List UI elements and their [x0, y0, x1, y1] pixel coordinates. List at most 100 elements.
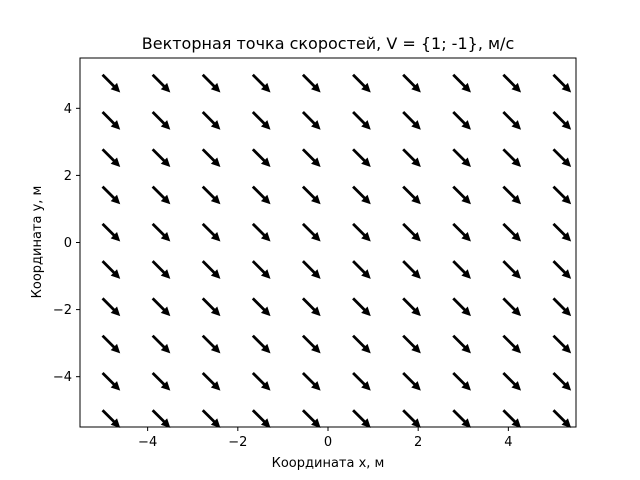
y-tick-label: 2 — [64, 169, 72, 184]
vector-arrow — [352, 223, 371, 242]
vector-arrow — [552, 148, 571, 167]
vector-arrow — [552, 335, 571, 354]
vector-arrow — [302, 223, 321, 242]
vector-arrow — [402, 148, 421, 167]
vector-arrow — [352, 74, 371, 93]
vector-arrow — [502, 409, 521, 428]
x-tick-label: −2 — [228, 435, 247, 450]
x-tick-label: 2 — [414, 435, 422, 450]
vector-arrow — [202, 111, 221, 130]
vector-arrow — [102, 186, 121, 205]
vector-arrow — [452, 111, 471, 130]
vector-arrow — [302, 335, 321, 354]
vector-arrow — [402, 223, 421, 242]
vector-arrow — [252, 148, 271, 167]
vector-arrow — [152, 260, 171, 279]
x-tick-label: 4 — [504, 435, 512, 450]
vector-arrow — [252, 335, 271, 354]
vector-arrow — [152, 297, 171, 316]
y-axis-label: Координата y, м — [30, 186, 45, 299]
vector-arrow — [552, 186, 571, 205]
vector-arrow — [452, 223, 471, 242]
vector-arrow — [202, 148, 221, 167]
y-axis: −4 −2 0 2 4 — [53, 102, 80, 385]
vector-arrow — [102, 223, 121, 242]
vector-arrow — [452, 260, 471, 279]
vector-arrow — [552, 372, 571, 391]
vector-arrow — [252, 372, 271, 391]
vector-arrow — [402, 335, 421, 354]
vector-arrow — [402, 372, 421, 391]
vector-arrow — [452, 297, 471, 316]
y-tick-label: −4 — [53, 370, 72, 385]
vector-arrow — [402, 260, 421, 279]
vector-arrow — [152, 148, 171, 167]
vector-arrow — [552, 223, 571, 242]
vector-arrow — [552, 260, 571, 279]
vector-arrow — [102, 335, 121, 354]
vector-arrow — [152, 186, 171, 205]
vector-arrow — [152, 335, 171, 354]
vector-arrow — [452, 372, 471, 391]
vector-arrow — [452, 335, 471, 354]
vector-arrow — [502, 260, 521, 279]
arrow-field — [102, 74, 572, 428]
vector-arrow — [302, 260, 321, 279]
vector-arrow — [452, 74, 471, 93]
vector-arrow — [302, 148, 321, 167]
vector-arrow — [352, 297, 371, 316]
vector-arrow — [502, 297, 521, 316]
vector-arrow — [252, 111, 271, 130]
vector-arrow — [202, 372, 221, 391]
vector-arrow — [152, 223, 171, 242]
vector-arrow — [502, 335, 521, 354]
vector-arrow — [202, 409, 221, 428]
vector-arrow — [502, 223, 521, 242]
vector-arrow — [202, 297, 221, 316]
vector-arrow — [352, 148, 371, 167]
vector-arrow — [402, 409, 421, 428]
vector-arrow — [202, 223, 221, 242]
vector-arrow — [552, 297, 571, 316]
vector-arrow — [502, 148, 521, 167]
vector-arrow — [252, 297, 271, 316]
vector-arrow — [102, 111, 121, 130]
vector-arrow — [102, 409, 121, 428]
vector-arrow — [102, 297, 121, 316]
vector-arrow — [302, 111, 321, 130]
vector-arrow — [452, 186, 471, 205]
y-tick-label: 0 — [64, 236, 72, 251]
x-axis: −4 −2 0 2 4 — [138, 427, 512, 450]
vector-arrow — [202, 260, 221, 279]
vector-arrow — [202, 335, 221, 354]
vector-arrow — [152, 74, 171, 93]
y-tick-label: 4 — [64, 102, 72, 117]
vector-arrow — [252, 260, 271, 279]
vector-arrow — [552, 111, 571, 130]
x-axis-label: Координата x, м — [272, 456, 385, 471]
vector-arrow — [102, 260, 121, 279]
vector-arrow — [502, 74, 521, 93]
vector-arrow — [352, 372, 371, 391]
y-tick-label: −2 — [53, 303, 72, 318]
vector-arrow — [102, 148, 121, 167]
vector-arrow — [452, 409, 471, 428]
vector-arrow — [352, 111, 371, 130]
vector-arrow — [352, 186, 371, 205]
vector-arrow — [252, 74, 271, 93]
vector-arrow — [352, 409, 371, 428]
vector-arrow — [502, 372, 521, 391]
vector-arrow — [302, 74, 321, 93]
vector-arrow — [502, 111, 521, 130]
chart-title: Векторная точка скоростей, V = {1; -1}, … — [142, 34, 515, 53]
vector-arrow — [402, 186, 421, 205]
vector-arrow — [252, 186, 271, 205]
vector-arrow — [302, 297, 321, 316]
vector-arrow — [152, 111, 171, 130]
vector-arrow — [552, 409, 571, 428]
vector-arrow — [302, 409, 321, 428]
vector-arrow — [402, 111, 421, 130]
vector-arrow — [402, 74, 421, 93]
vector-arrow — [352, 260, 371, 279]
